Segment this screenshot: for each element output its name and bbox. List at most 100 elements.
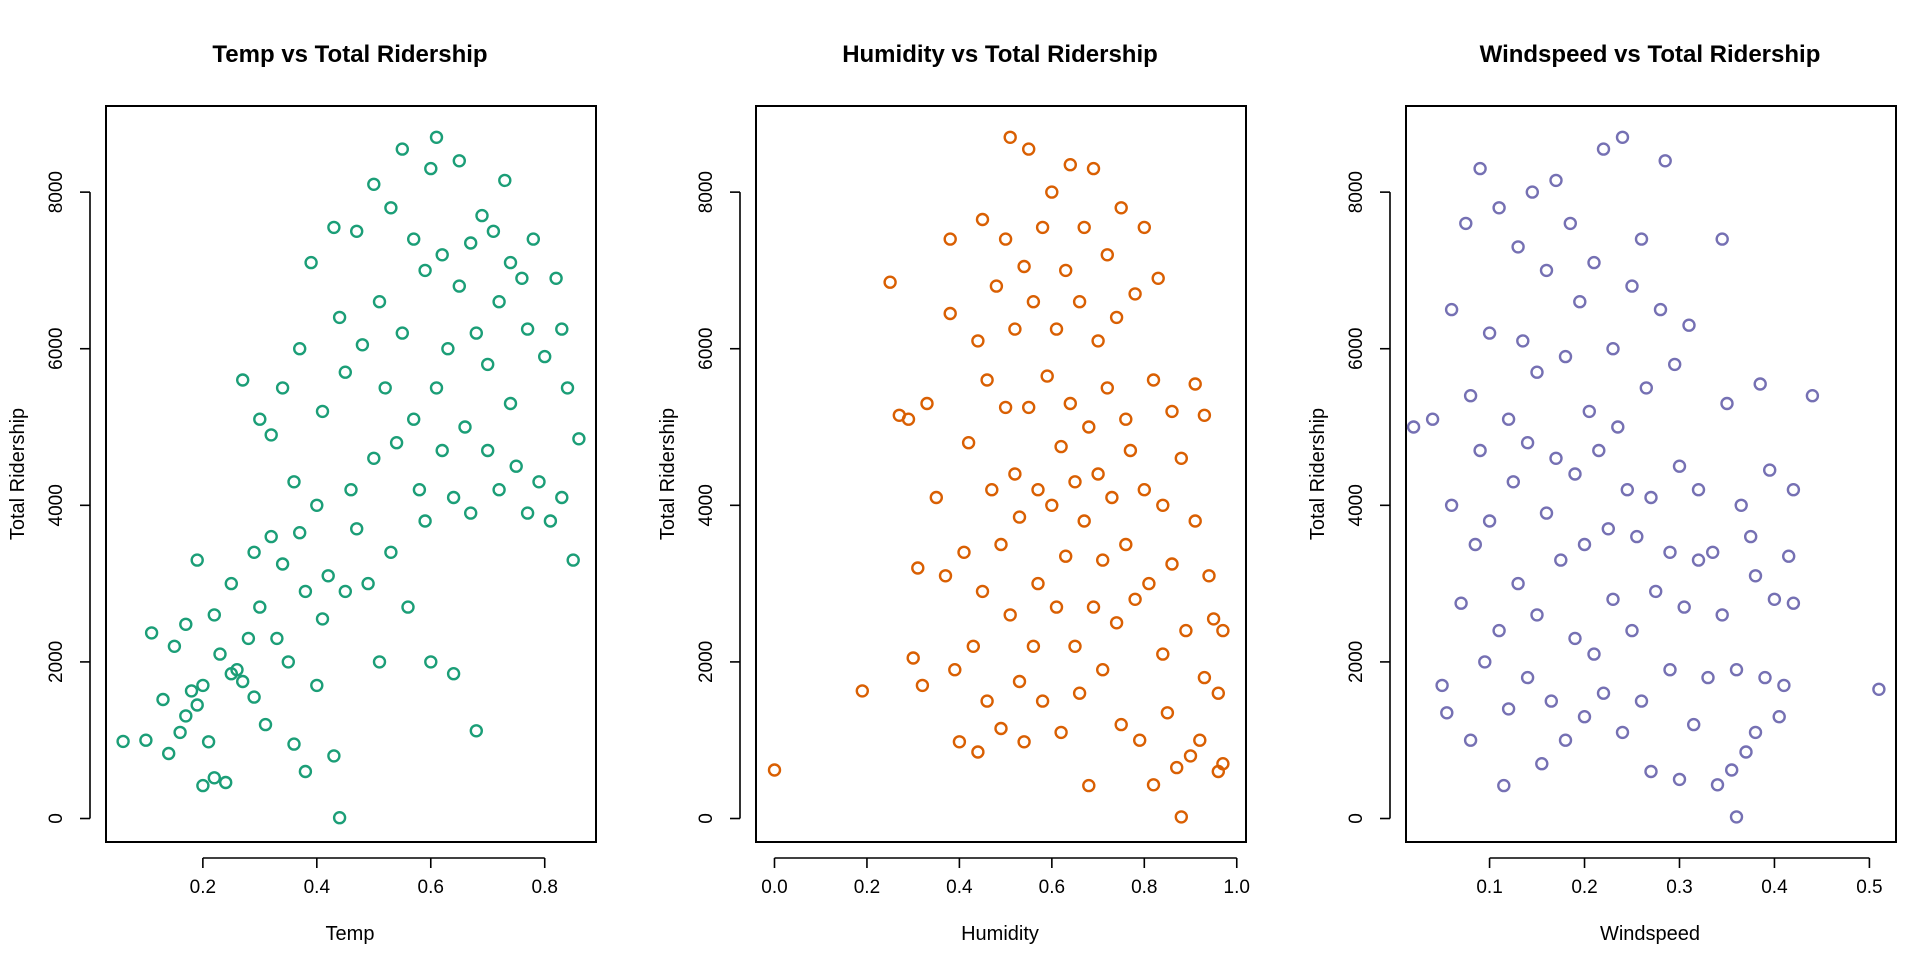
- data-point: [1156, 498, 1170, 512]
- data-point: [1720, 396, 1734, 411]
- data-point: [943, 306, 957, 321]
- data-point: [139, 733, 153, 747]
- data-point: [173, 725, 187, 740]
- data-point: [1592, 443, 1606, 458]
- data-point: [1179, 623, 1193, 638]
- data-point: [1762, 463, 1777, 477]
- data-point: [350, 522, 364, 536]
- data-point: [1492, 623, 1506, 638]
- data-point: [1058, 549, 1073, 563]
- data-point: [372, 295, 387, 309]
- data-point: [1109, 310, 1124, 325]
- x-axis: 0.2 0.4 0.6 0.8: [190, 857, 558, 898]
- data-point: [911, 561, 925, 575]
- data-point: [1035, 694, 1050, 708]
- data-point: [1520, 436, 1535, 450]
- data-point: [367, 177, 381, 192]
- data-point: [1021, 142, 1036, 156]
- data-point: [1193, 733, 1207, 747]
- data-point: [310, 498, 324, 512]
- data-point: [384, 201, 398, 215]
- y-tick-label: 2000: [1346, 641, 1367, 683]
- plot-frame: [755, 105, 1247, 843]
- x-tick-label: 0.2: [190, 877, 216, 898]
- data-point: [1086, 161, 1101, 176]
- data-point: [481, 357, 495, 372]
- data-point: [1786, 596, 1801, 610]
- data-point: [1530, 365, 1544, 379]
- data-point: [1165, 557, 1179, 571]
- data-point: [452, 279, 466, 293]
- data-point: [1501, 412, 1516, 426]
- y-tick-label: 8000: [46, 171, 67, 213]
- data-point: [1008, 322, 1022, 336]
- data-point: [1026, 639, 1041, 653]
- data-point: [247, 545, 261, 559]
- data-point: [1611, 420, 1625, 434]
- data-point: [1160, 706, 1175, 720]
- panel-title: Windspeed vs Total Ridership: [1480, 41, 1821, 68]
- data-point: [367, 451, 381, 465]
- data-point: [938, 569, 953, 583]
- data-point: [1202, 569, 1216, 583]
- data-point: [1077, 514, 1091, 528]
- data-point: [184, 684, 199, 698]
- data-point: [1146, 778, 1161, 792]
- data-point: [1644, 764, 1658, 779]
- x-tick-label: 0.1: [1476, 877, 1502, 898]
- data-point: [338, 584, 352, 599]
- data-point: [1739, 745, 1753, 759]
- data-point: [310, 678, 324, 693]
- data-point: [1119, 412, 1133, 426]
- data-point: [1554, 553, 1568, 567]
- data-point: [190, 553, 204, 567]
- data-point: [1114, 201, 1128, 215]
- y-tick-label: 2000: [46, 641, 67, 683]
- y-axis: 0 2000 4000 6000 8000: [696, 171, 741, 824]
- data-point: [1620, 483, 1635, 497]
- y-tick-label: 4000: [46, 484, 67, 526]
- data-point: [1573, 295, 1587, 309]
- data-point: [207, 771, 222, 785]
- data-point: [332, 811, 347, 825]
- data-point: [1729, 663, 1744, 677]
- data-point: [401, 600, 415, 614]
- data-point: [429, 381, 444, 395]
- data-point: [767, 763, 782, 777]
- data-point: [235, 674, 250, 689]
- data-point: [1091, 334, 1105, 348]
- data-point: [1003, 130, 1017, 145]
- data-points: [767, 130, 1230, 824]
- data-point: [332, 310, 347, 325]
- data-point: [1142, 576, 1156, 591]
- data-point: [435, 248, 449, 262]
- data-point: [350, 224, 364, 239]
- x-axis: 0.1 0.2 0.3 0.4 0.5: [1476, 857, 1883, 898]
- data-point: [275, 557, 290, 571]
- data-point: [1667, 357, 1682, 372]
- data-point: [1520, 670, 1535, 685]
- data-point: [515, 271, 529, 285]
- data-point: [952, 735, 967, 749]
- data-point: [1544, 694, 1559, 708]
- data-point: [1188, 377, 1202, 391]
- data-point: [572, 432, 586, 446]
- data-point: [1577, 710, 1592, 724]
- data-point: [989, 279, 1004, 293]
- data-point: [915, 678, 930, 693]
- data-point: [1054, 439, 1068, 454]
- data-points: [1406, 130, 1886, 824]
- data-point: [1587, 647, 1601, 661]
- data-point: [966, 639, 980, 653]
- data-point: [1615, 725, 1630, 740]
- data-point: [543, 514, 558, 528]
- data-point: [196, 678, 210, 693]
- data-point: [1406, 420, 1421, 434]
- data-point: [555, 490, 569, 505]
- data-point: [503, 255, 518, 270]
- data-point: [1045, 498, 1059, 512]
- y-axis: 0 2000 4000 6000 8000: [46, 171, 91, 824]
- data-point: [344, 483, 358, 497]
- data-point: [1216, 623, 1230, 638]
